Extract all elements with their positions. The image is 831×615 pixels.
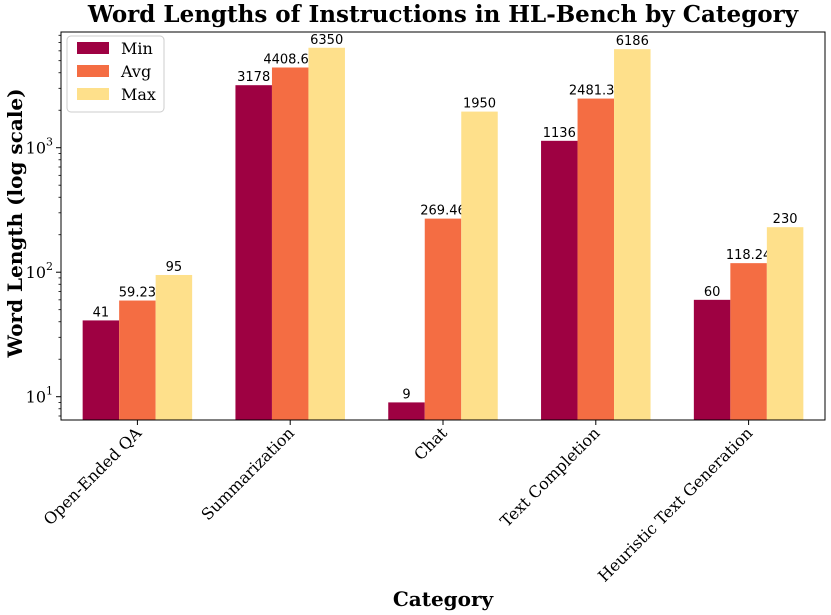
bar-max	[461, 111, 498, 421]
data-label: 3178	[237, 70, 270, 85]
plot-area: 41 3178 9 1136 60 59.23 4408.61 269.46 2481.36 11…	[82, 33, 804, 421]
bar-max	[614, 49, 651, 420]
x-tick-label: Heuristic Text Generation	[594, 423, 756, 585]
x-tick-label: Open-Ended QA	[40, 423, 146, 529]
bar-max	[766, 227, 804, 420]
y-tick-label: 102	[26, 260, 53, 282]
data-label: 60	[704, 285, 721, 300]
y-tick-label: 103	[26, 136, 53, 158]
legend-label-min: Min	[121, 39, 153, 58]
data-label: 9	[402, 387, 410, 402]
bar-avg	[119, 300, 156, 420]
data-label: 59.23	[119, 286, 156, 301]
bar-max	[308, 47, 345, 421]
y-tick-label: 101	[26, 385, 53, 407]
legend-swatch-min	[77, 42, 109, 54]
x-tick-label: Chat	[410, 423, 451, 464]
bar-min	[388, 402, 425, 420]
y-axis-label: Word Length (log scale)	[3, 88, 27, 358]
data-label: 6186	[616, 34, 649, 49]
data-label: 95	[166, 260, 183, 275]
bar-min	[235, 85, 272, 420]
data-label: 1136	[543, 126, 576, 141]
bar-avg	[730, 263, 767, 420]
bar-min	[82, 320, 120, 420]
bar-max	[155, 274, 193, 420]
x-tick-label: Summarization	[197, 423, 298, 524]
legend-label-avg: Avg	[120, 62, 151, 81]
legend-swatch-max	[77, 88, 109, 100]
legend-swatch-avg	[77, 65, 109, 77]
bar-avg	[424, 218, 462, 420]
data-label: 41	[93, 305, 110, 320]
legend-label-max: Max	[121, 85, 156, 104]
legend: Min Avg Max	[66, 35, 165, 113]
chart-title: Word Lengths of Instructions in HL-Bench…	[87, 1, 799, 28]
x-axis-label: Category	[393, 587, 495, 611]
data-label: 269.46	[420, 204, 466, 219]
data-label: 118.24	[726, 248, 772, 263]
bar-avg	[271, 67, 309, 420]
x-tick-label: Text Completion	[496, 423, 603, 530]
data-label: 4408.61	[263, 52, 317, 67]
bar-min	[541, 140, 578, 421]
data-label: 230	[773, 212, 798, 227]
bar-min	[693, 299, 731, 420]
data-label: 6350	[310, 33, 343, 48]
data-label: 1950	[463, 97, 496, 112]
data-label: 2481.36	[569, 84, 623, 99]
bar-avg	[577, 98, 615, 420]
